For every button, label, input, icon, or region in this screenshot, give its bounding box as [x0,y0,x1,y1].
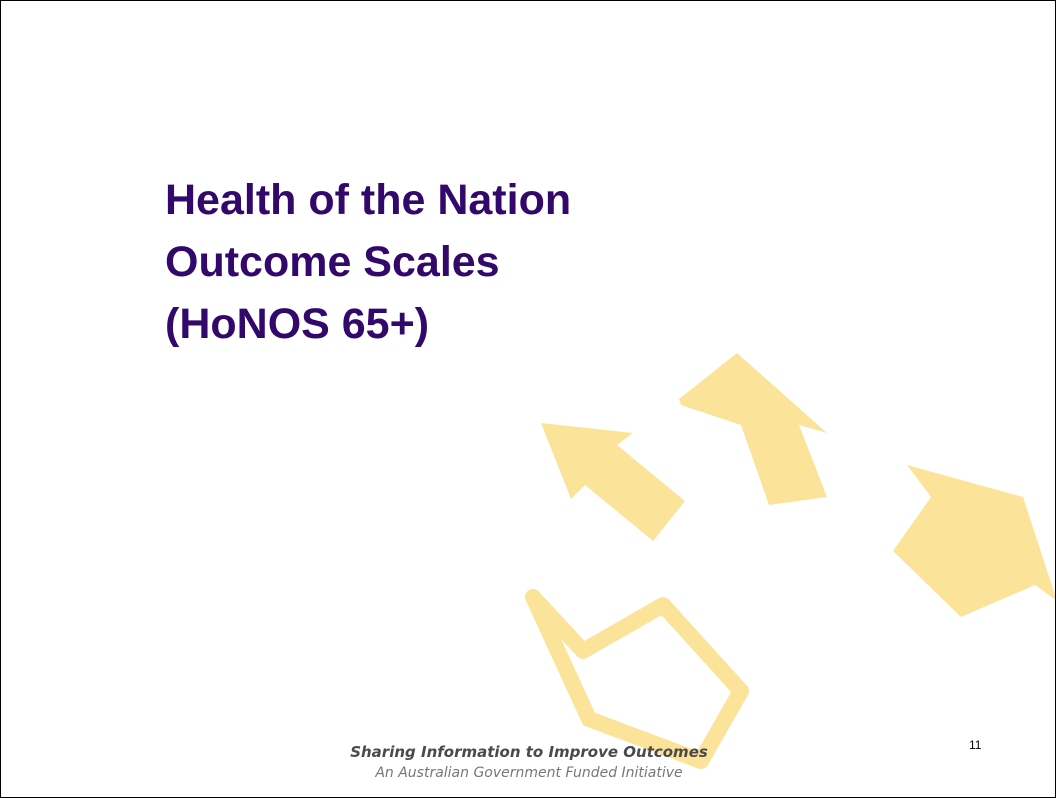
footer-tagline: Sharing Information to Improve Outcomes [1,743,1056,761]
title: Health of the Nation Outcome Scales (HoN… [165,169,571,355]
title-line: (HoNOS 65+) [165,293,571,355]
arrows [541,353,1056,617]
arrow [893,465,1056,617]
footer-subline: An Australian Government Funded Initiati… [1,765,1056,781]
title-line: Health of the Nation [165,169,571,231]
arrow [541,423,685,541]
arrow [679,353,827,505]
page: Health of the Nation Outcome Scales (HoN… [0,0,1056,798]
title-line: Outcome Scales [165,231,571,293]
outline-arrow [533,597,741,761]
slide: Health of the Nation Outcome Scales (HoN… [0,0,1056,798]
decoration [1,1,1056,798]
